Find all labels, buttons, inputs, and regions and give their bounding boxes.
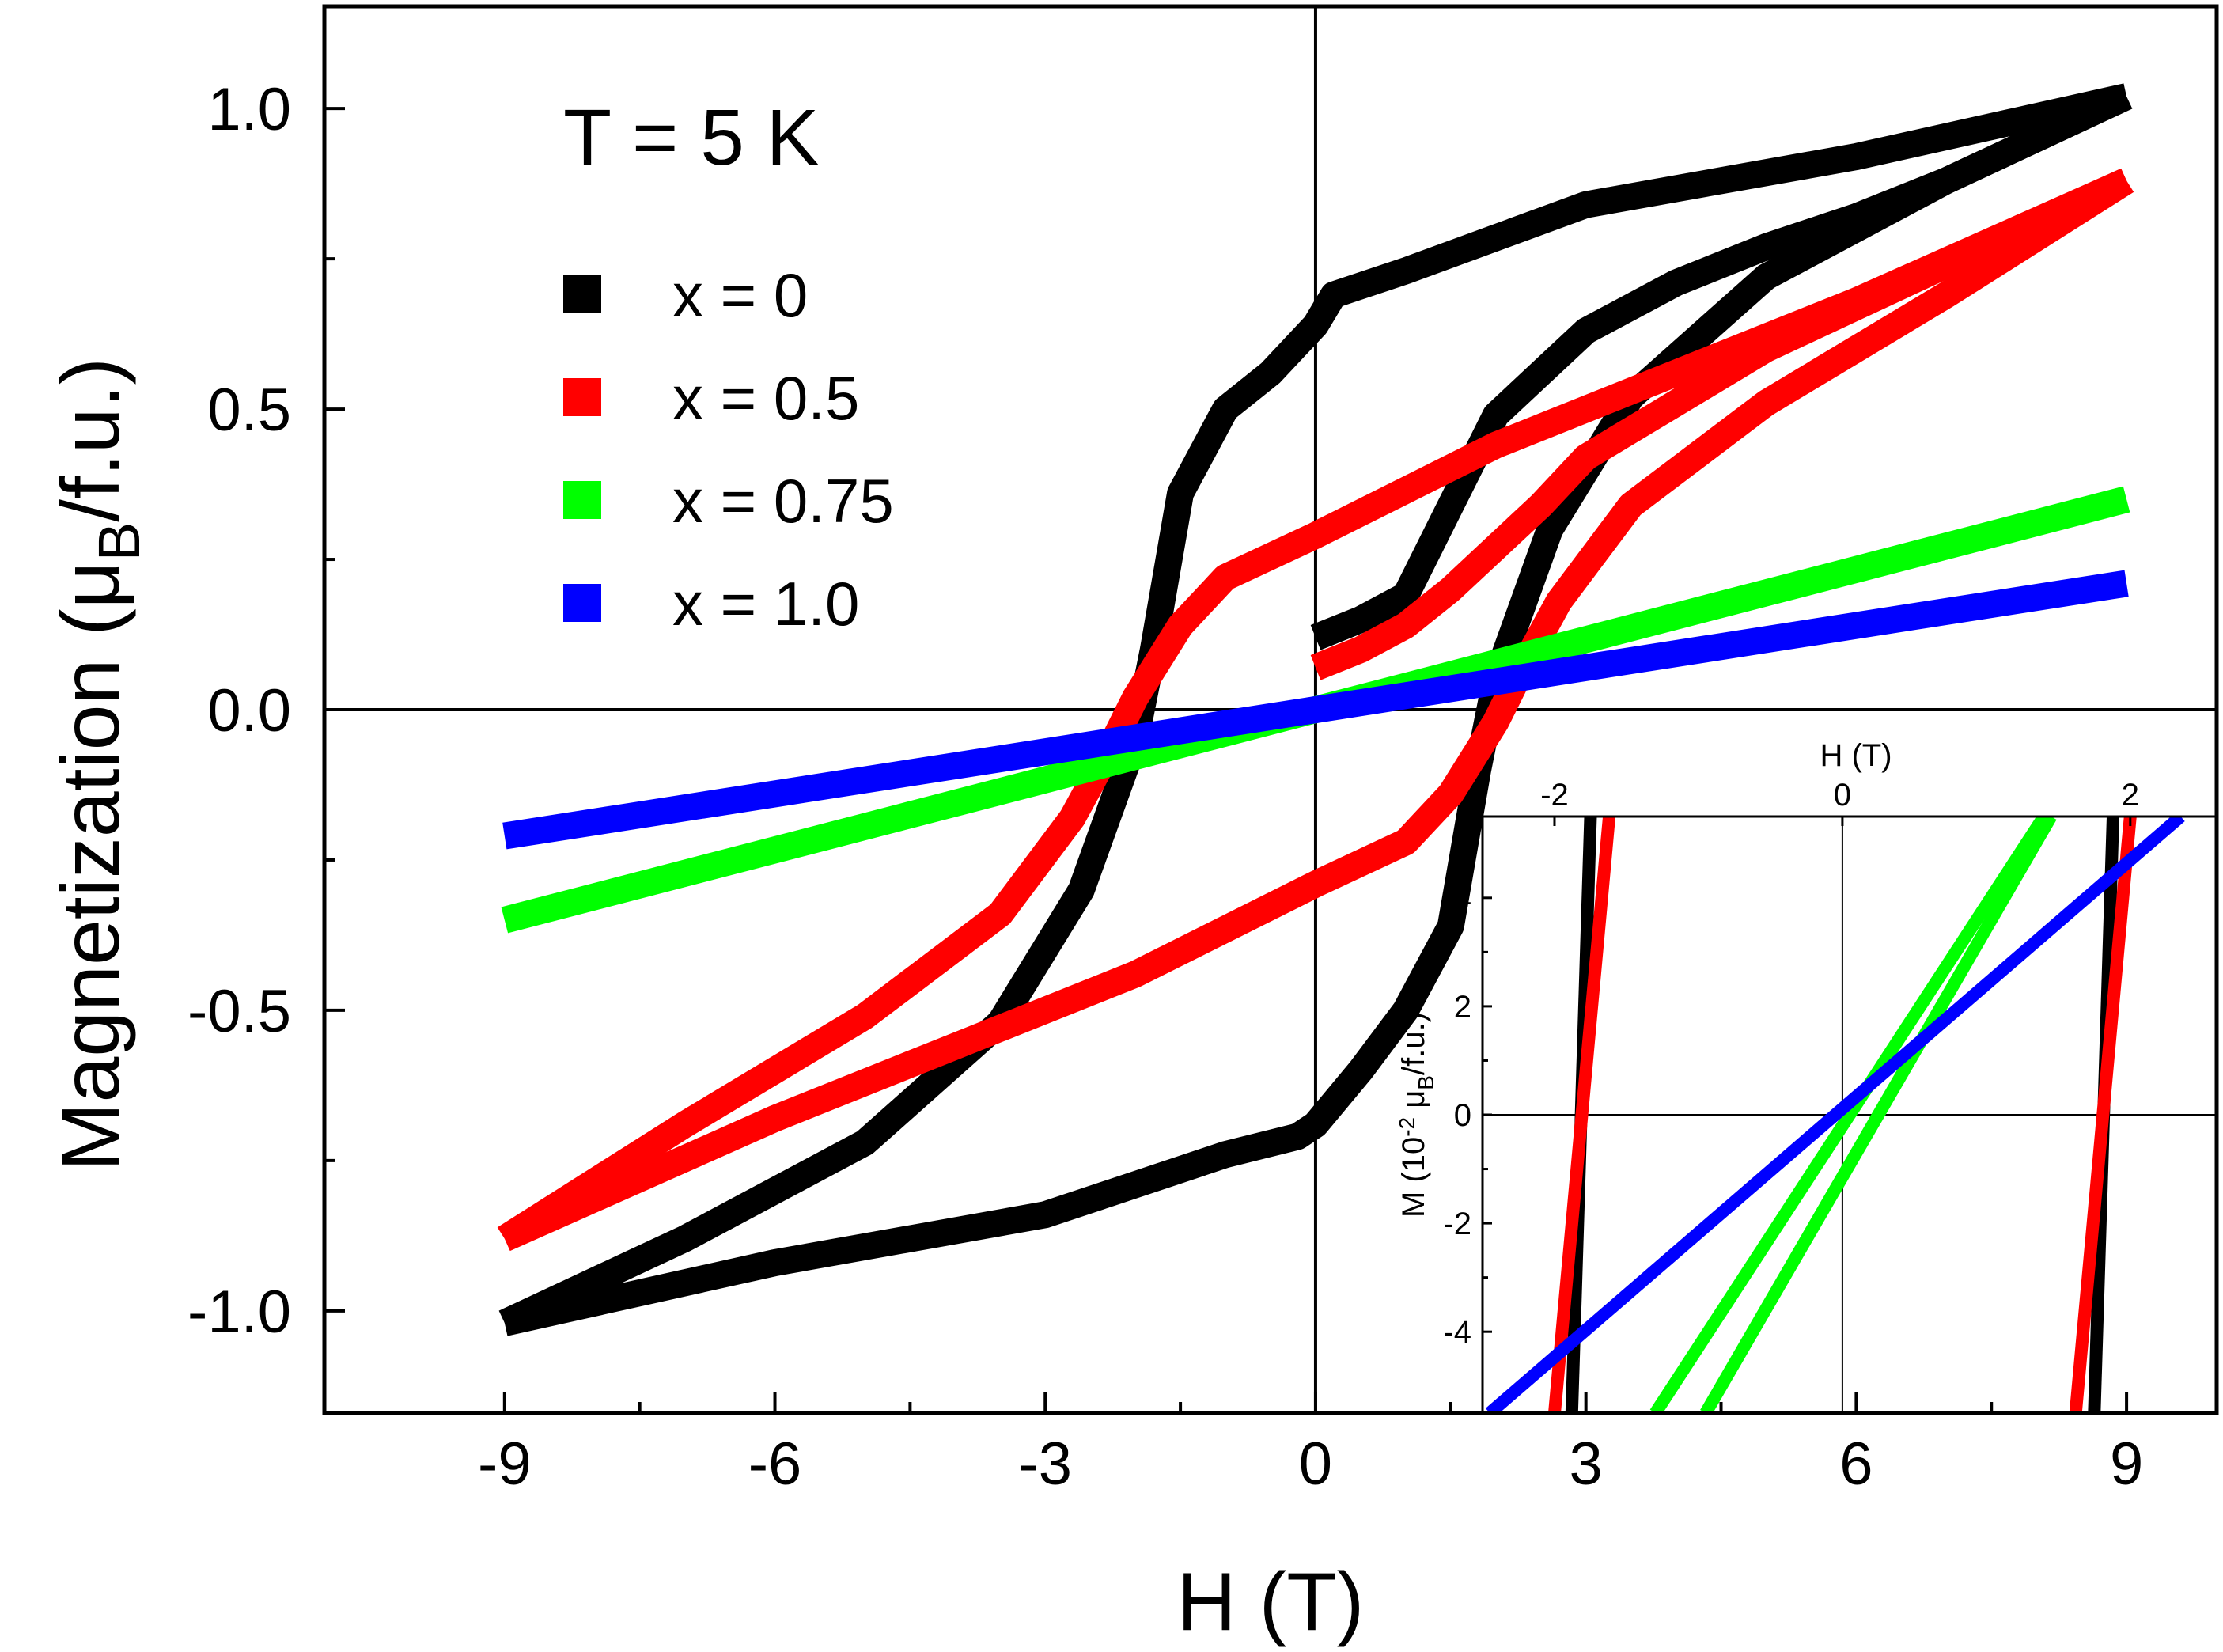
main-series-x-0-branch-3 xyxy=(502,84,2133,1336)
inset-x-axis-label: H (T) xyxy=(1820,738,1892,773)
legend: x = 0 x = 0.5 x = 0.75 x = 1.0 xyxy=(563,260,894,638)
main-series-x-0-5-branch-3 xyxy=(498,169,2134,1252)
inset-y-tick-label: 4 xyxy=(1454,881,1471,916)
main-y-tick-label: -0.5 xyxy=(187,978,291,1045)
main-x-tick-label: -6 xyxy=(748,1430,802,1498)
legend-swatch-x-0 xyxy=(563,275,601,313)
inset-y-tick-label: 0 xyxy=(1454,1098,1471,1133)
main-y-axis-label: Magnetization (μB/f.u.) xyxy=(45,358,152,1171)
inset-series-x-0-5-branch-1 xyxy=(1548,817,1616,1413)
inset-x-tick-label: -2 xyxy=(1540,778,1569,813)
legend-label-x-0: x = 0 xyxy=(672,260,808,330)
main-x-tick-label: 6 xyxy=(1839,1430,1873,1498)
inset-ticks: -2 0 2 -4 -2 0 2 4 xyxy=(1443,778,2139,1350)
legend-label-x-0-5: x = 0.5 xyxy=(672,363,859,433)
main-series-x-1-0-branch-1 xyxy=(502,570,2129,850)
main-y-tick-label: 0.5 xyxy=(207,377,291,444)
inset-y-tick-label: -2 xyxy=(1443,1207,1471,1241)
inset-y-tick-label: -4 xyxy=(1443,1315,1471,1350)
inset-series-x-0-5-branch-2 xyxy=(2069,817,2137,1413)
main-x-tick-label: 0 xyxy=(1299,1430,1332,1498)
main-series-x-0-branch-2 xyxy=(498,83,2130,1336)
main-x-axis-label: H (T) xyxy=(1177,1556,1365,1648)
temperature-annotation: T = 5 K xyxy=(563,93,819,182)
legend-swatch-x-0-5 xyxy=(563,378,601,416)
main-series-x-0-5-branch-2 xyxy=(497,168,2133,1250)
inset-series-layer xyxy=(1485,817,2185,1413)
inset-series-x-1-0-branch-1 xyxy=(1485,817,2185,1413)
main-x-tick-label: 3 xyxy=(1570,1430,1603,1498)
main-x-tick-label: 9 xyxy=(2110,1430,2143,1498)
main-y-tick-label: -1.0 xyxy=(187,1279,291,1346)
main-y-tick-label: 0.0 xyxy=(207,677,291,745)
inset-series-x-0-75-branch-2 xyxy=(1700,817,2057,1413)
inset-x-tick-label: 2 xyxy=(2122,778,2139,813)
main-series-layer xyxy=(497,83,2134,1336)
inset-series-x-0-75-branch-1 xyxy=(1649,817,2050,1413)
main-y-tick-label: 1.0 xyxy=(207,76,291,143)
inset-y-axis-label: M (10-2 μB/f.u.) xyxy=(1395,1012,1438,1218)
inset-x-tick-label: 0 xyxy=(1834,778,1851,813)
main-ticks: -9 -6 -3 0 3 6 9 -1.0 -0.5 0.0 0.5 1.0 xyxy=(187,76,2143,1498)
inset-y-tick-label: 2 xyxy=(1454,990,1471,1025)
legend-swatch-x-0-75 xyxy=(563,481,601,519)
legend-label-x-0-75: x = 0.75 xyxy=(672,466,894,536)
legend-label-x-1-0: x = 1.0 xyxy=(672,569,859,638)
legend-swatch-x-1-0 xyxy=(563,584,601,622)
main-x-tick-label: -3 xyxy=(1018,1430,1072,1498)
inset-chart: -2 0 2 -4 -2 0 2 4 H (T) M (10-2 μB/f.u.) xyxy=(1395,738,2218,1415)
main-x-tick-label: -9 xyxy=(478,1430,532,1498)
